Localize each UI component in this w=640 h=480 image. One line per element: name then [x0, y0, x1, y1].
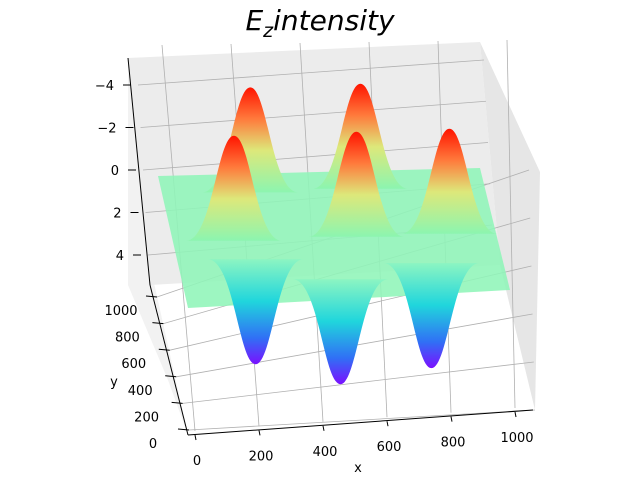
x-tick-label: 1000 — [500, 431, 533, 446]
x-tick-mark — [514, 411, 517, 418]
y-tick-mark — [152, 322, 164, 325]
x-axis-line — [187, 409, 534, 436]
y-tick-label: 800 — [115, 331, 140, 346]
y-tick-label: 400 — [128, 384, 153, 399]
surface-peak — [401, 128, 498, 234]
x-tick-label: 600 — [377, 440, 402, 455]
y-tick-label: 200 — [134, 410, 159, 425]
y-grid-line — [182, 361, 534, 404]
z-tick-label: −2 — [97, 122, 116, 137]
x-tick-label: 200 — [249, 449, 274, 464]
y-tick-mark — [171, 401, 183, 404]
x-tick-label: 800 — [441, 436, 466, 451]
x-tick-mark — [450, 416, 453, 422]
axis-ticks: 0 200 400 600 800 1000 0 200 400 600 800 1000 −4 −2 0 2… — [95, 79, 534, 469]
y-tick-mark — [165, 375, 177, 378]
y-axis-label: y — [110, 375, 118, 390]
y-tick-mark — [145, 295, 158, 298]
z-tick-label: 2 — [113, 207, 121, 222]
y-axis-line — [149, 284, 189, 436]
y-tick-mark — [158, 348, 170, 351]
z-grid-line — [140, 100, 487, 128]
y-tick-label: 0 — [149, 437, 157, 452]
chart-title: Ezintensity — [245, 4, 395, 42]
surface-trough — [207, 259, 304, 365]
x-tick-label: 0 — [193, 454, 201, 469]
z-grid-line — [137, 59, 485, 86]
x-tick-mark — [258, 430, 261, 436]
y-grid-line — [188, 409, 536, 431]
surface-extrema — [185, 83, 498, 385]
surface-peak — [308, 131, 405, 237]
y-tick-label: 600 — [121, 357, 146, 372]
x-tick-label: 400 — [313, 445, 338, 460]
x-axis-label: x — [354, 461, 362, 476]
surface-trough — [383, 263, 480, 369]
title-rest: intensity — [273, 4, 395, 37]
surface-peak — [185, 135, 282, 241]
x-tick-mark — [194, 434, 197, 441]
z-tick-label: 0 — [111, 164, 119, 179]
title-subscript: z — [262, 20, 274, 42]
x-tick-mark — [386, 421, 389, 427]
y-tick-label: 1000 — [104, 304, 137, 319]
z-tick-label: −4 — [95, 79, 114, 94]
z-axis-line — [127, 57, 151, 286]
y-tick-mark — [177, 428, 190, 431]
right-pane — [480, 42, 540, 410]
z-grid-line — [142, 142, 489, 171]
x-grid-line — [506, 39, 516, 409]
surface-trough — [292, 279, 389, 385]
left-pane — [128, 58, 188, 435]
title-main: E — [245, 4, 263, 37]
surface — [158, 83, 510, 385]
z-tick-label: 4 — [116, 249, 124, 264]
x-tick-mark — [322, 425, 325, 431]
